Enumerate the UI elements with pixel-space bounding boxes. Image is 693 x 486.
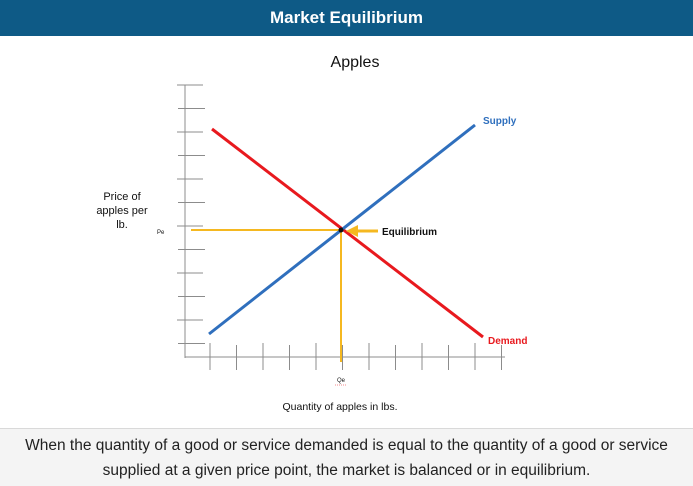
diagram-title: Apples — [331, 54, 380, 71]
equilibrium-arrow-icon — [346, 225, 378, 237]
demand-label: Demand — [488, 336, 527, 347]
equilibrium-diagram: Apples Price of apples per lb. Equilibri… — [96, 54, 527, 413]
caption-box: When the quantity of a good or service d… — [0, 428, 693, 486]
supply-label: Supply — [483, 116, 517, 127]
axes — [184, 85, 505, 358]
diagram-canvas: Apples Price of apples per lb. Equilibri… — [0, 36, 693, 428]
y-axis-label-line-1: Price of — [103, 191, 141, 203]
header-bar: Market Equilibrium — [0, 0, 693, 36]
equilibrium-label: Equilibrium — [382, 227, 437, 238]
pe-label: Pe — [157, 230, 165, 236]
y-axis-label-line-2: apples per — [96, 205, 148, 217]
y-axis-label-line-3: lb. — [116, 219, 128, 231]
page-title: Market Equilibrium — [269, 8, 424, 27]
demand-curve — [211, 127, 484, 339]
qe-label: Qe — [337, 378, 346, 384]
x-axis-ticks — [209, 343, 502, 370]
x-axis-label: Quantity of apples in lbs. — [283, 401, 398, 413]
y-axis-ticks — [177, 84, 205, 344]
equilibrium-point — [338, 227, 344, 233]
caption-text: When the quantity of a good or service d… — [25, 436, 668, 479]
